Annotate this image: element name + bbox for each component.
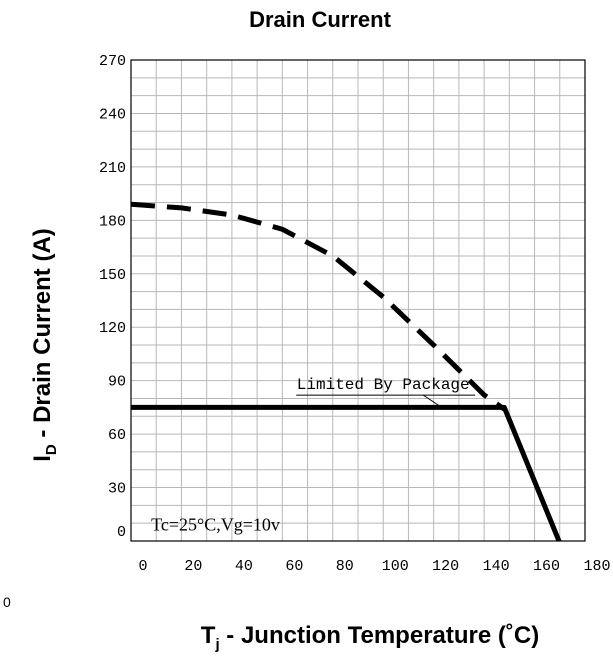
annotation-leader-line	[422, 394, 442, 408]
x-axis-title-unit: ˚C)	[506, 622, 539, 649]
y-tick-label: 60	[108, 427, 126, 444]
y-tick-labels: 0 30 60 90 120 150 180 210 240 270	[99, 53, 126, 541]
y-axis-title: ID - Drain Current (A)	[29, 228, 60, 462]
plot-border	[130, 59, 586, 542]
y-tick-label: 210	[99, 160, 126, 177]
x-tick-label: 140	[483, 558, 510, 575]
x-tick-label: 0	[138, 558, 147, 575]
y-tick-label: 150	[99, 267, 126, 284]
x-tick-label: 100	[382, 558, 409, 575]
x-axis-title-rest: - Junction Temperature (	[220, 622, 506, 649]
x-tick-label: 120	[432, 558, 459, 575]
stray-zero: 0	[3, 594, 11, 610]
x-axis-title-main: T	[201, 622, 216, 649]
y-tick-label: 0	[117, 524, 126, 541]
series-group	[131, 201, 562, 541]
y-axis-title-main: I	[29, 455, 56, 462]
x-tick-label: 180	[583, 558, 610, 575]
x-tick-label: 60	[285, 558, 303, 575]
y-tick-label: 90	[108, 374, 126, 391]
x-tick-label: 40	[235, 558, 253, 575]
y-tick-label: 240	[99, 106, 126, 123]
y-axis-title-rest: - Drain Current (A)	[29, 228, 56, 444]
x-axis-title-sub: j	[214, 636, 219, 653]
y-tick-label: 180	[99, 213, 126, 230]
x-tick-label: 160	[533, 558, 560, 575]
x-tick-labels: 0 20 40 60 80 100 120 140 160 180	[138, 558, 610, 575]
y-axis-title-sub: D	[43, 444, 60, 455]
grid	[131, 60, 585, 541]
series-solid-line	[131, 404, 562, 541]
y-tick-label: 270	[99, 53, 126, 70]
x-tick-label: 80	[336, 558, 354, 575]
x-tick-label: 20	[184, 558, 202, 575]
chart-title: Drain Current	[249, 7, 391, 32]
y-tick-label: 120	[99, 320, 126, 337]
annotation-test-conditions: Tc=25°C,Vg=10v	[151, 514, 280, 534]
x-axis-title: Tj - Junction Temperature (˚C)	[201, 622, 539, 653]
annotation-limited-by-package: Limited By Package	[297, 376, 470, 394]
y-tick-label: 30	[108, 481, 126, 498]
